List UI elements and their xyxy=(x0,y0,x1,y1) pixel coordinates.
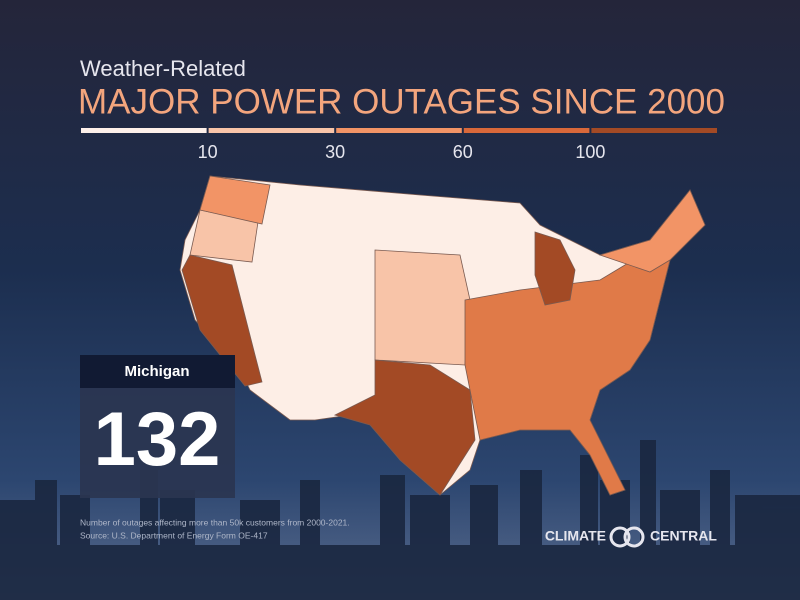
callout-body xyxy=(80,388,235,498)
legend-swatch xyxy=(336,128,462,133)
logo-right: CENTRAL xyxy=(650,528,717,544)
legend: 10 30 60 100 xyxy=(81,128,717,162)
footnote-line: Number of outages affecting more than 50… xyxy=(80,517,350,527)
skyline xyxy=(0,440,800,600)
legend-swatch xyxy=(591,128,717,133)
logo-left: CLIMATE xyxy=(545,528,606,544)
logo-mark xyxy=(623,526,645,548)
logo-mark xyxy=(609,526,631,548)
legend-tick-label: 30 xyxy=(325,142,345,162)
footnote-line: Source: U.S. Department of Energy Form O… xyxy=(80,530,268,540)
legend-tick-label: 10 xyxy=(198,142,218,162)
legend-swatch xyxy=(208,128,335,133)
us-map xyxy=(179,175,706,496)
callout-state: Michigan xyxy=(124,363,189,380)
legend-tick-label: 100 xyxy=(575,142,605,162)
legend-swatch xyxy=(463,128,590,133)
legend-swatch xyxy=(81,128,207,133)
subtitle: Weather-Related xyxy=(80,56,246,81)
legend-tick-label: 60 xyxy=(453,142,473,162)
callout-header xyxy=(80,355,235,388)
callout-value: 132 xyxy=(94,397,221,482)
title: MAJOR POWER OUTAGES SINCE 2000 xyxy=(78,82,725,121)
